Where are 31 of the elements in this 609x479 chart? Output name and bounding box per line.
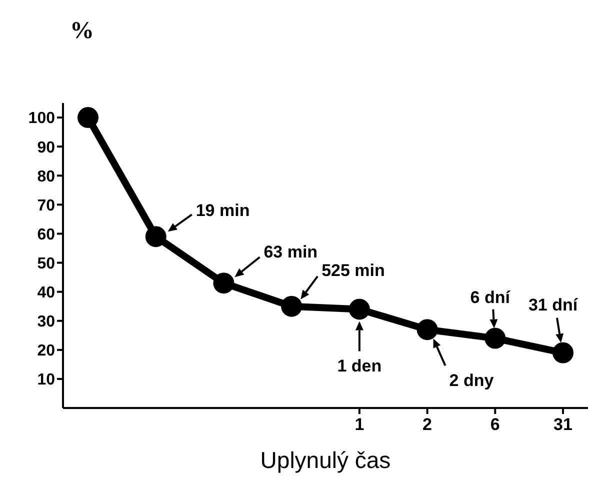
x-tick-label: 6 [490,415,500,434]
annotation: 525 min [322,260,385,280]
point [213,272,234,294]
x-axis-title: Uplynulý čas [260,447,391,473]
y-tick-label: 30 [37,314,56,331]
y-tick-label: 10 [37,372,56,389]
x-tick-label: 2 [422,415,432,434]
point [78,107,98,128]
y-tick-label: 60 [37,226,56,244]
annotation: 31 dní [528,295,579,314]
x-tick-label: 1 [354,415,364,434]
point [552,342,574,364]
annotation: 6 dní [470,288,512,307]
point [145,226,166,248]
point [416,319,438,340]
y-tick-label: 50 [37,255,56,272]
point [281,296,302,317]
y-tick-label: 100 [28,110,56,128]
y-tick-label: 20 [37,342,56,360]
annotation: 2 dny [449,371,494,390]
annotation: 63 min [264,242,318,262]
y-tick-label: 70 [37,197,56,214]
annotation: 19 min [196,201,250,220]
y-axis-title: % [70,18,94,45]
y-tick-label: 90 [37,139,56,156]
annotation: 1 den [337,356,382,376]
x-tick-label: 31 [554,415,572,434]
y-tick-label: 40 [37,284,56,302]
point [348,298,370,320]
y-tick-label: 80 [37,168,56,186]
point [484,328,506,349]
